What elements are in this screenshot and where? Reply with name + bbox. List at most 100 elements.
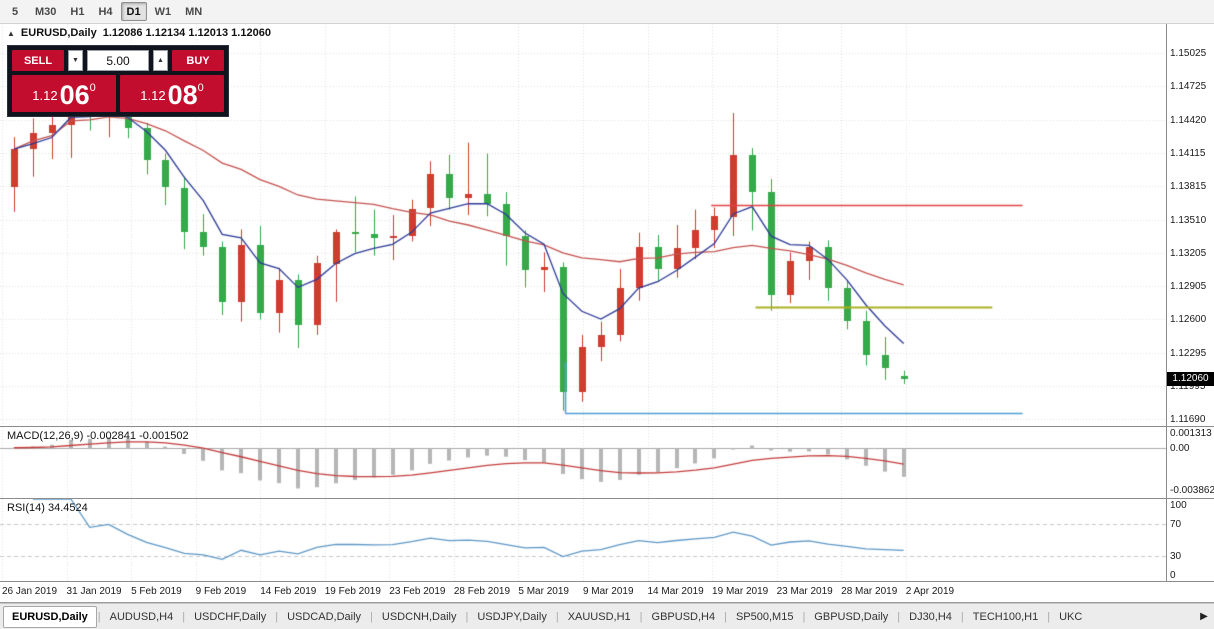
price-axis: 1.12060 1.15025 1.14725 1.14420 1.14115 1.13…	[1166, 24, 1214, 426]
time-axis-label: 31 Jan 2019	[66, 586, 122, 597]
volume-decrease-button[interactable]: ▼	[68, 50, 83, 71]
price-axis-tick: 1.12600	[1170, 314, 1207, 326]
chart-tab[interactable]: USDJPY,Daily	[477, 610, 547, 623]
one-click-toggle-icon[interactable]: ▲	[7, 28, 15, 38]
price-axis-tick: 1.13205	[1170, 248, 1207, 259]
price-axis-tick: 1.14420	[1170, 114, 1207, 126]
tab-scroll-right-button[interactable]: ▶	[1200, 611, 1208, 622]
rsi-label: RSI(14) 34.4524	[7, 502, 88, 514]
ask-price-pip: 0	[197, 82, 204, 94]
macd-axis-tick: -0.003862	[1170, 484, 1214, 496]
rsi-indicator-panel: RSI(14) 34.4524 100 70 30 0	[0, 499, 1214, 582]
price-axis-tick: 1.13815	[1170, 181, 1207, 192]
chart-tab[interactable]: USDCHF,Daily	[194, 610, 267, 623]
chart-tab[interactable]: TECH100,H1	[972, 610, 1039, 623]
timeframe-button-5[interactable]: 5	[11, 5, 19, 18]
chart-tab[interactable]: GBPUSD,H4	[651, 610, 716, 623]
price-axis-tick: 1.14115	[1170, 148, 1206, 160]
timeframe-button-H4[interactable]: H4	[98, 5, 113, 18]
price-axis-tick: 1.15025	[1170, 48, 1207, 60]
chart-tab[interactable]: AUDUSD,H4	[109, 610, 174, 623]
rsi-axis-tick: 0	[1170, 570, 1176, 581]
timeframe-button-H1[interactable]: H1	[70, 5, 85, 18]
price-axis-tick: 1.11690	[1170, 414, 1206, 426]
time-axis-label: 26 Jan 2019	[2, 586, 58, 597]
chart-tab[interactable]: GBPUSD,Daily	[814, 610, 889, 623]
rsi-canvas[interactable]	[0, 499, 1166, 581]
time-axis-label: 14 Feb 2019	[260, 586, 317, 597]
chart-symbol-label: EURUSD,Daily	[20, 27, 97, 39]
chart-tab[interactable]: EURUSD,Daily	[3, 605, 97, 628]
rsi-name: RSI(14)	[7, 502, 45, 514]
time-axis-label: 5 Mar 2019	[518, 586, 569, 597]
chart-tab[interactable]: DJ30,H4	[909, 610, 952, 623]
ask-price-big: 08	[167, 80, 198, 110]
macd-canvas[interactable]	[0, 427, 1166, 498]
tab-separator: |	[897, 610, 901, 623]
bid-price-pip: 0	[89, 82, 96, 94]
volume-increase-button[interactable]: ▲	[153, 50, 168, 71]
rsi-axis-tick: 70	[1170, 518, 1182, 530]
price-axis-tick: 1.12295	[1170, 347, 1207, 359]
time-axis-label: 19 Feb 2019	[324, 586, 381, 597]
time-axis-label: 23 Mar 2019	[776, 586, 833, 597]
rsi-axis-tick: 30	[1170, 551, 1182, 563]
macd-label: MACD(12,26,9) -0.002841 -0.001502	[7, 430, 189, 442]
price-axis-tick: 1.11995	[1170, 380, 1206, 392]
tab-separator: |	[370, 610, 373, 623]
tab-separator: |	[275, 610, 279, 623]
time-axis-label: 9 Mar 2019	[582, 586, 634, 597]
sell-button[interactable]: SELL	[12, 50, 64, 71]
macd-axis-tick: 0.00	[1170, 442, 1190, 454]
rsi-axis-tick: 100	[1170, 500, 1187, 511]
macd-indicator-panel: MACD(12,26,9) -0.002841 -0.001502 0.0013…	[0, 427, 1214, 499]
chart-title: ▲ EURUSD,Daily 1.12086 1.12134 1.12013 1…	[7, 27, 271, 39]
chart-tab[interactable]: XAUUSD,H1	[567, 610, 631, 623]
buy-button[interactable]: BUY	[172, 50, 224, 71]
price-axis-tick: 1.13510	[1170, 214, 1207, 226]
price-axis-tick: 1.14725	[1170, 81, 1207, 93]
volume-input[interactable]: 5.00	[87, 50, 149, 71]
rsi-axis: 100 70 30 0	[1166, 499, 1214, 581]
timeframe-button-W1[interactable]: W1	[154, 5, 172, 18]
chart-tab[interactable]: SP500,M15	[735, 610, 794, 623]
time-axis: 26 Jan 2019 31 Jan 2019 5 Feb 2019 9 Feb 20…	[0, 582, 1214, 603]
time-axis-label: 28 Feb 2019	[453, 586, 511, 597]
tab-separator: |	[555, 610, 559, 623]
price-axis-tick: 1.12905	[1170, 280, 1207, 292]
timeframe-button-M30[interactable]: M30	[35, 5, 57, 18]
ask-quote-button[interactable]: 1.12 08 0	[120, 75, 224, 112]
tab-separator: |	[182, 610, 186, 623]
chart-tab[interactable]: USDCNH,Daily	[381, 610, 457, 623]
time-axis-label: 28 Mar 2019	[841, 586, 898, 597]
time-axis-label: 5 Feb 2019	[131, 586, 182, 597]
chart-ohlc-values: 1.12086 1.12134 1.12013 1.12060	[102, 27, 271, 39]
timeframe-toolbar: 5 M30 H1 H4 D1 W1 MN	[0, 0, 1214, 24]
bid-price-prefix: 1.12	[32, 88, 58, 103]
timeframe-button-D1[interactable]: D1	[120, 2, 147, 21]
time-axis-label: 2 Apr 2019	[905, 586, 955, 597]
tab-separator: |	[724, 610, 727, 623]
bid-price-big: 06	[59, 80, 90, 110]
current-price-tag: 1.12060	[1167, 371, 1214, 386]
chart-tab[interactable]: UKC	[1059, 610, 1083, 623]
rsi-value: 34.4524	[47, 502, 88, 514]
macd-axis: 0.001313 0.00 -0.003862	[1166, 427, 1214, 498]
tab-separator: |	[960, 610, 964, 623]
macd-name: MACD(12,26,9)	[7, 430, 84, 442]
tab-separator: |	[465, 610, 469, 623]
time-axis-label: 9 Feb 2019	[195, 586, 247, 597]
tab-separator: |	[639, 610, 643, 623]
chart-tab[interactable]: USDCAD,Daily	[287, 610, 362, 623]
price-chart-panel: ▲ EURUSD,Daily 1.12086 1.12134 1.12013 1…	[0, 24, 1214, 427]
tab-separator: |	[1047, 610, 1051, 623]
tab-separator: |	[97, 610, 101, 623]
chart-tabs: EURUSD,Daily | AUDUSD,H4 | USDCHF,Daily | USDC…	[0, 604, 1194, 629]
bid-quote-button[interactable]: 1.12 06 0	[12, 75, 116, 112]
ask-price-prefix: 1.12	[140, 88, 166, 103]
macd-axis-tick: 0.001313	[1170, 428, 1212, 440]
chart-tabs-bar: EURUSD,Daily | AUDUSD,H4 | USDCHF,Daily | USDC…	[0, 603, 1214, 629]
time-axis-label: 23 Feb 2019	[389, 586, 446, 597]
timeframe-button-MN[interactable]: MN	[185, 5, 203, 18]
time-axis-label: 14 Mar 2019	[647, 586, 704, 597]
